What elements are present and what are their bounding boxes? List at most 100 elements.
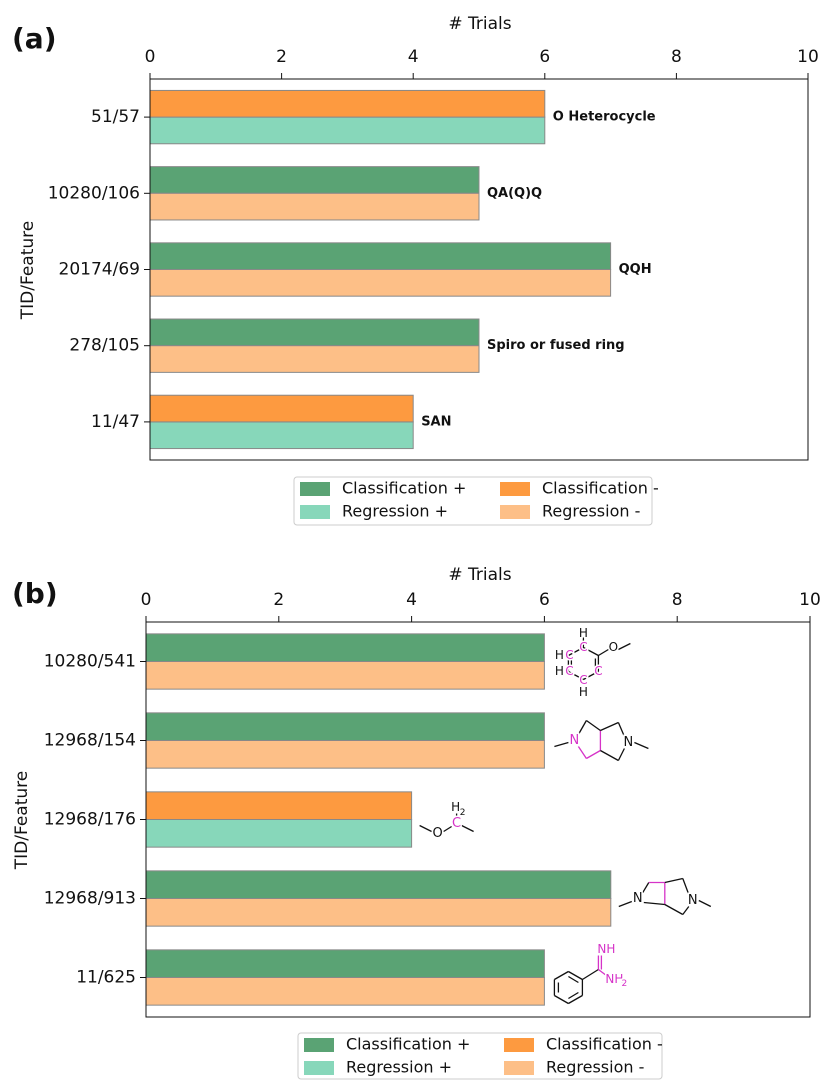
legend-label: Classification - (546, 1035, 663, 1054)
bar (145, 633, 545, 662)
bond (461, 824, 474, 833)
atom-label: N (688, 893, 698, 908)
legend-label: Regression - (546, 1058, 644, 1077)
bond (617, 722, 625, 737)
atom-label: N (633, 891, 643, 906)
bar (149, 318, 480, 347)
y-tick-label: 20174/69 (59, 260, 140, 280)
atom-label: 2 (622, 979, 628, 989)
bar (149, 421, 414, 450)
bond (554, 741, 569, 748)
x-tick-label: 2 (273, 590, 284, 610)
y-tick-label: 10280/106 (48, 183, 140, 203)
x-axis-label: # Trials (448, 14, 511, 34)
y-tick-label: 11/625 (76, 968, 136, 988)
atom-label: O (432, 826, 442, 841)
atom-label: NH (605, 972, 623, 986)
atom-label: N (624, 735, 634, 750)
bar (145, 712, 545, 741)
legend-label: Classification + (346, 1035, 470, 1054)
legend-swatch (500, 482, 530, 496)
legend (297, 1032, 663, 1080)
bond (577, 720, 587, 735)
legend-swatch (300, 482, 330, 496)
panel-label: (a) (12, 22, 57, 55)
atom-label: 2 (460, 808, 466, 818)
x-axis-label: # Trials (448, 565, 511, 585)
x-tick-label: 4 (408, 47, 419, 67)
bond (598, 648, 609, 657)
legend-swatch (504, 1038, 534, 1052)
atom-label: C (579, 673, 587, 687)
x-tick-label: 6 (539, 590, 550, 610)
bond (554, 994, 569, 1005)
legend-label: Classification - (542, 479, 659, 498)
bond (598, 968, 607, 977)
bond (568, 991, 579, 1000)
bar (145, 791, 413, 820)
bar (149, 192, 480, 221)
bond (582, 968, 599, 981)
bond (583, 670, 599, 681)
bond (682, 878, 690, 895)
atom-label: C (594, 664, 602, 678)
bar (145, 977, 545, 1006)
y-tick-label: 51/57 (91, 107, 140, 127)
bar (145, 949, 545, 978)
bond (617, 748, 625, 761)
bond (583, 646, 599, 657)
bar (149, 116, 546, 145)
bond (568, 970, 583, 981)
bar (149, 166, 480, 194)
plot-frame (145, 621, 811, 1018)
bond (568, 975, 579, 984)
legend-label: Regression + (346, 1058, 452, 1077)
x-tick-label: 2 (276, 47, 287, 67)
legend-swatch (304, 1061, 334, 1075)
bond (568, 994, 583, 1005)
y-tick-label: 12968/154 (44, 731, 136, 751)
bond (600, 749, 619, 762)
atom-label: H (555, 648, 564, 662)
x-tick-label: 0 (145, 47, 156, 67)
bond (568, 670, 584, 681)
atom-label: N (570, 733, 580, 748)
legend-label: Classification + (342, 479, 466, 498)
x-tick-label: 8 (671, 47, 682, 67)
legend-label: Regression + (342, 502, 448, 521)
feature-annotation: QA(Q)Q (487, 186, 542, 201)
atom-label: H (579, 685, 588, 699)
atom-label: H (555, 664, 564, 678)
y-axis-label: TID/Feature (18, 221, 38, 320)
y-tick-label: 12968/176 (44, 810, 136, 830)
legend-swatch (300, 505, 330, 519)
atom-label: C (452, 816, 461, 831)
bond (577, 746, 587, 759)
bar (145, 819, 413, 848)
panel-label: (b) (12, 577, 58, 610)
bar (145, 898, 612, 927)
y-tick-label: 11/47 (91, 412, 140, 432)
bar (149, 394, 414, 423)
bar (145, 661, 545, 690)
y-axis-label: TID/Feature (12, 771, 32, 870)
atom-label: C (565, 664, 573, 678)
plot-frame (149, 78, 809, 461)
bond (443, 825, 452, 833)
bar (149, 269, 612, 297)
bond (643, 901, 665, 906)
bond (664, 877, 683, 884)
x-tick-label: 10 (797, 47, 819, 67)
bar (149, 345, 480, 373)
legend-label: Regression - (542, 502, 640, 521)
x-tick-label: 10 (799, 590, 821, 610)
legend-swatch (500, 505, 530, 519)
atom-label: O (609, 640, 618, 654)
bar (145, 870, 612, 899)
bar (149, 242, 612, 271)
feature-annotation: O Heterocycle (553, 110, 656, 125)
feature-annotation: SAN (421, 414, 451, 429)
atom-label: C (565, 648, 573, 662)
bond (618, 900, 633, 908)
x-tick-label: 8 (672, 590, 683, 610)
